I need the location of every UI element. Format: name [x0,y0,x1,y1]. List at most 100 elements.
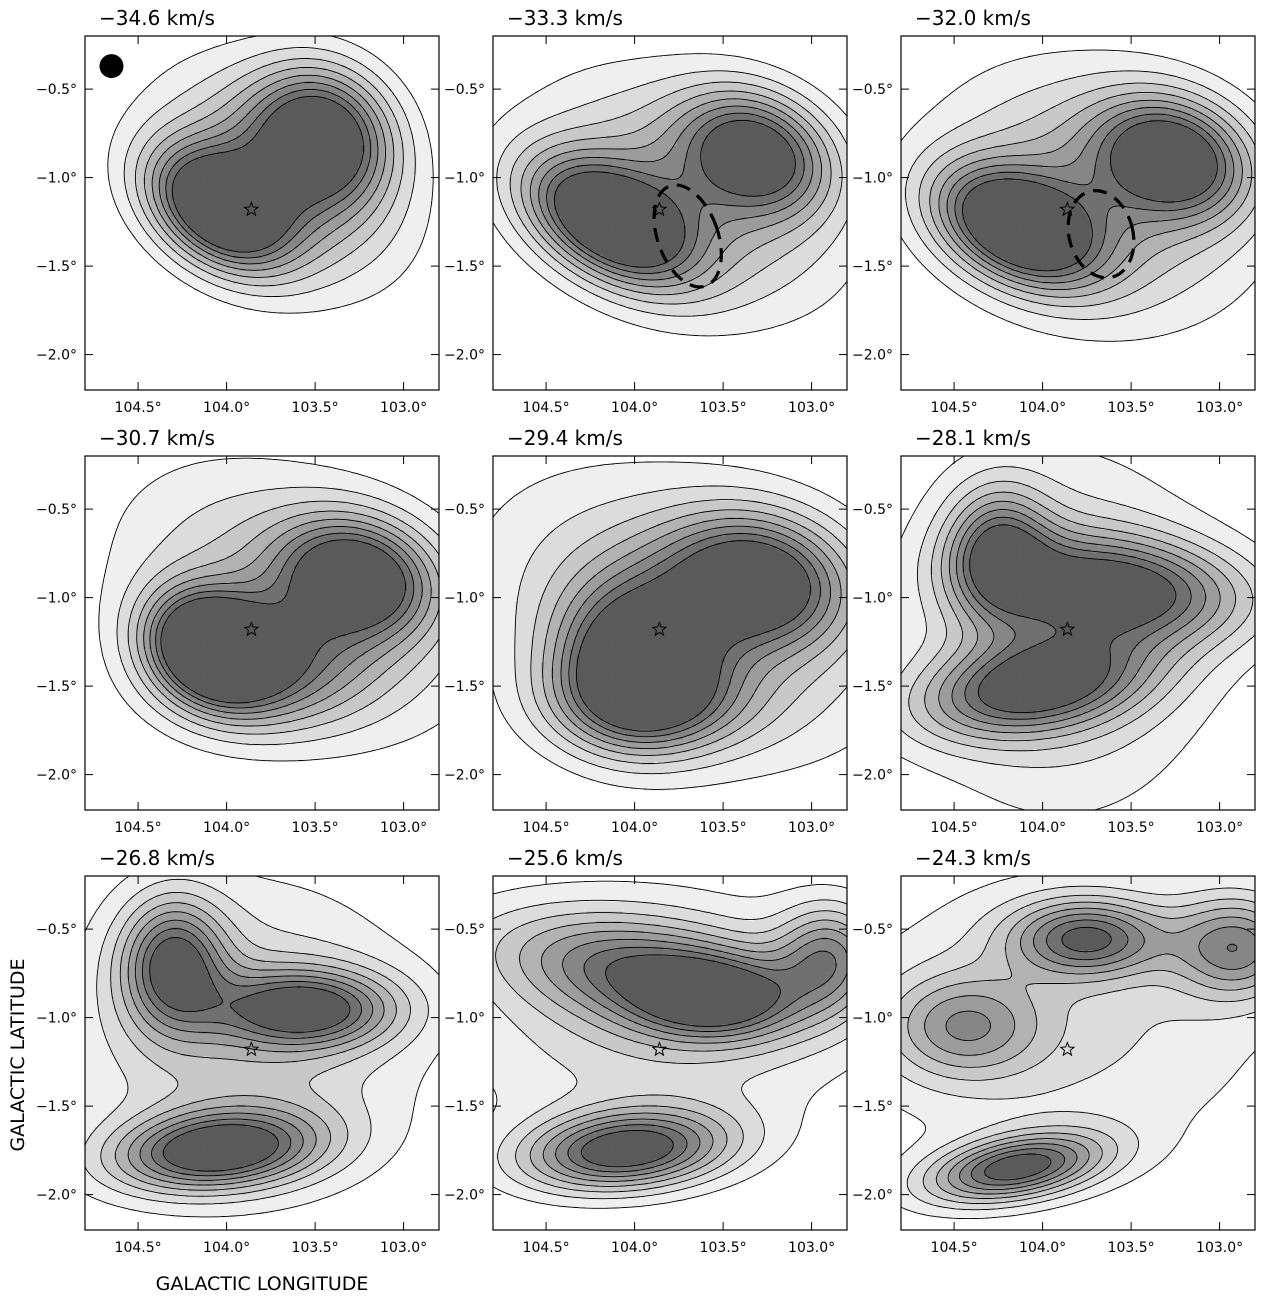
y-tick-label: −1.0° [36,591,77,607]
y-tick-label: −0.5° [852,82,893,98]
y-tick-label: −1.0° [444,591,485,607]
intensity-map [493,52,847,336]
x-tick-label: 103.0° [1196,1240,1243,1256]
y-tick-label: −0.5° [444,502,485,518]
y-tick-label: −1.5° [36,679,77,695]
x-tick-label: 103.0° [380,820,427,836]
x-tick-label: 104.0° [203,400,250,416]
y-tick-label: −1.5° [852,259,893,275]
x-tick-label: 104.5° [931,820,978,836]
y-axis-label: GALACTIC LATITUDE [7,958,29,1151]
x-tick-label: 103.5° [700,1240,747,1256]
x-tick-label: 104.5° [115,1240,162,1256]
x-tick-label: 103.5° [292,400,339,416]
y-tick-label: −1.0° [852,171,893,187]
x-tick-label: 104.5° [931,400,978,416]
x-tick-label: 104.0° [203,820,250,836]
intensity-map [108,36,434,313]
intensity-map [493,881,847,1208]
channel-panel: 104.5° 104.0° 103.5° 103.0° −0.5° −1.0° −1.5° −… [36,426,439,836]
x-tick-label: 103.0° [380,1240,427,1256]
y-tick-label: −0.5° [36,502,77,518]
y-tick-label: −1.5° [444,679,485,695]
y-tick-label: −1.5° [852,1099,893,1115]
channel-panel: 104.5° 104.0° 103.5° 103.0° −0.5° −1.0° −1.5° −… [444,846,847,1256]
y-tick-label: −0.5° [852,502,893,518]
y-tick-label: −0.5° [444,82,485,98]
y-tick-label: −0.5° [36,82,77,98]
panel-title: −30.7 km/s [99,426,215,450]
x-tick-label: 104.5° [523,400,570,416]
x-tick-label: 103.5° [700,820,747,836]
channel-panel: 104.5° 104.0° 103.5° 103.0° −0.5° −1.0° −1.5° −… [852,846,1255,1256]
y-tick-label: −2.0° [852,348,893,364]
x-tick-label: 104.0° [203,1240,250,1256]
y-tick-label: −2.0° [852,768,893,784]
x-tick-label: 104.5° [115,400,162,416]
x-tick-label: 103.5° [700,400,747,416]
y-tick-label: −2.0° [444,768,485,784]
panel-title: −33.3 km/s [507,6,623,30]
channel-panel: 104.5° 104.0° 103.5° 103.0° −0.5° −1.0° −1.5° −… [444,426,847,836]
y-tick-label: −1.0° [444,1011,485,1027]
x-tick-label: 104.5° [523,820,570,836]
y-tick-label: −1.0° [36,171,77,187]
y-tick-label: −1.0° [444,171,485,187]
intensity-map [85,876,439,1217]
y-tick-label: −1.5° [444,259,485,275]
channel-panel: 104.5° 104.0° 103.5° 103.0°−0.5°−1.0°−1.5°−… [36,6,439,416]
channel-panel: 104.5° 104.0° 103.5° 103.0° −0.5° −1.0° −1.5° −… [852,6,1255,416]
panel-title: −25.6 km/s [507,846,623,870]
intensity-map [901,456,1255,810]
intensity-map [493,462,847,791]
panel-title: −28.1 km/s [915,426,1031,450]
y-tick-label: −2.0° [444,348,485,364]
x-tick-label: 103.5° [292,820,339,836]
panel-title: −24.3 km/s [915,846,1031,870]
y-tick-label: −0.5° [36,922,77,938]
x-tick-label: 104.0° [611,400,658,416]
x-tick-label: 103.0° [788,1240,835,1256]
y-tick-label: −1.5° [852,679,893,695]
x-tick-label: 103.0° [788,400,835,416]
x-tick-label: 104.0° [1019,1240,1066,1256]
y-tick-label: −1.0° [852,591,893,607]
beam-marker [100,54,124,78]
x-tick-label: 104.0° [1019,820,1066,836]
x-tick-label: 103.0° [380,400,427,416]
y-tick-label: −1.5° [444,1099,485,1115]
y-tick-label: −2.0° [852,1188,893,1204]
x-tick-label: 103.0° [1196,400,1243,416]
x-tick-label: 104.0° [611,820,658,836]
y-tick-label: −2.0° [36,1188,77,1204]
x-tick-label: 103.0° [788,820,835,836]
x-tick-label: 104.0° [611,1240,658,1256]
y-tick-label: −1.0° [36,1011,77,1027]
x-axis-label: GALACTIC LONGITUDE [156,1273,369,1295]
y-tick-label: −2.0° [36,348,77,364]
x-tick-label: 104.5° [931,1240,978,1256]
x-tick-label: 104.5° [523,1240,570,1256]
panel-title: −29.4 km/s [507,426,623,450]
intensity-map [901,876,1255,1219]
intensity-map [901,49,1255,342]
y-tick-label: −0.5° [852,922,893,938]
x-tick-label: 103.5° [1108,400,1155,416]
panel-title: −26.8 km/s [99,846,215,870]
y-tick-label: −0.5° [444,922,485,938]
y-tick-label: −1.0° [852,1011,893,1027]
panel-title: −34.6 km/s [99,6,215,30]
channel-panels: 104.5° 104.0° 103.5° 103.0° −0.5° −1.0° −1.5° −… [36,6,1255,1256]
y-tick-label: −1.5° [36,1099,77,1115]
x-tick-label: 103.5° [1108,1240,1155,1256]
channel-panel: 104.5° 104.0° 103.5° 103.0° −0.5° −1.0° −1.5° −… [444,6,847,416]
x-tick-label: 103.5° [1108,820,1155,836]
x-tick-label: 104.5° [115,820,162,836]
y-tick-label: −2.0° [444,1188,485,1204]
x-tick-label: 103.0° [1196,820,1243,836]
x-tick-label: 104.0° [1019,400,1066,416]
y-tick-label: −2.0° [36,768,77,784]
intensity-map [98,458,439,762]
panel-title: −32.0 km/s [915,6,1031,30]
